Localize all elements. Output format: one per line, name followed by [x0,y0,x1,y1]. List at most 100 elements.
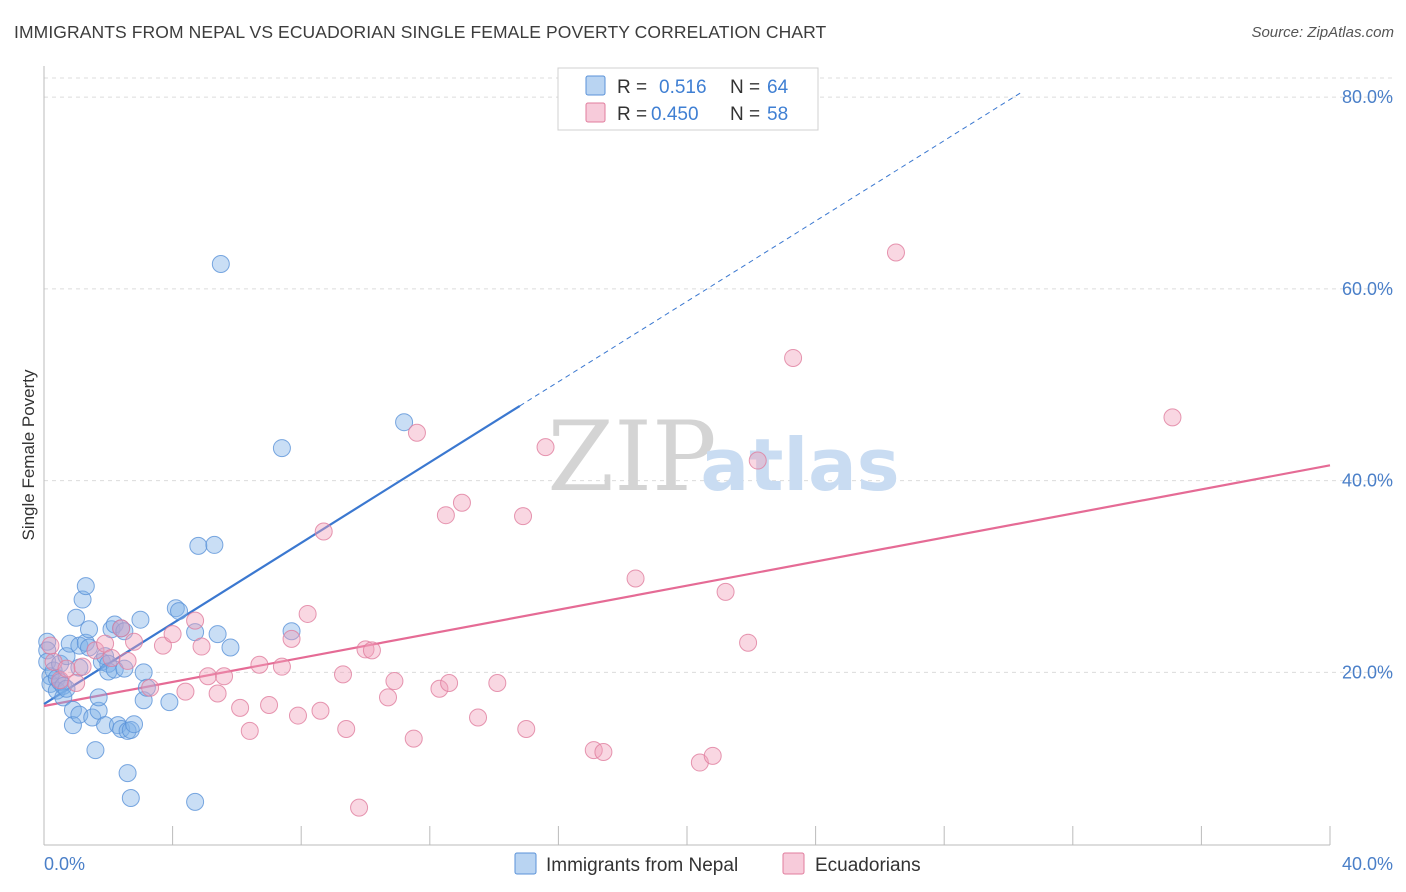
series-nepal [38,254,414,811]
data-point [153,636,172,655]
data-point [240,721,259,740]
y-tick-label: 80.0% [1342,87,1393,107]
trend-line-nepal [43,404,521,705]
data-point [379,688,398,707]
data-point [189,536,208,555]
legend-swatch-ecuadorians [585,102,606,123]
data-point [76,577,95,596]
data-point [112,619,131,638]
data-point [89,688,108,707]
data-point [121,720,140,739]
legend-swatch-nepal [585,75,606,96]
data-point [86,741,105,760]
data-point [73,657,92,676]
data-point [160,693,179,712]
data-point [337,719,356,738]
data-point [57,659,76,678]
data-point [63,716,82,735]
data-point [166,599,185,618]
data-point [288,706,307,725]
data-point [311,701,330,720]
data-point [221,638,240,657]
data-point [250,655,269,674]
data-point [163,625,182,644]
data-point [208,684,227,703]
trend-line-nepal-extension [519,91,1022,407]
data-point [436,506,455,525]
grid-lines [44,77,1392,673]
data-point [385,672,404,691]
data-point [407,423,426,442]
data-point [118,764,137,783]
data-point [1163,408,1182,427]
data-point [784,348,803,367]
data-point [67,608,86,627]
data-point [626,569,645,588]
data-point [517,719,536,738]
y-tick-label: 60.0% [1342,279,1393,299]
data-point [170,602,189,621]
data-point [282,622,301,641]
data-point [314,522,333,541]
watermark-zip: ZIP [547,401,716,513]
legend-r-label: R = [617,104,647,125]
data-point [469,708,488,727]
chart-title: IMMIGRANTS FROM NEPAL VS ECUADORIAN SING… [14,22,827,42]
data-point [260,696,279,715]
data-point [125,715,144,734]
x-tick-label: 40.0% [1342,854,1393,874]
data-point [739,633,758,652]
legend-label-ecuadorians: Ecuadorians [815,855,921,876]
data-point [594,743,613,762]
y-tick-label: 40.0% [1342,471,1393,491]
data-point [362,641,381,660]
series-ecuadorians [41,243,1182,817]
data-point [141,678,160,697]
data-point [118,651,137,670]
data-point [282,629,301,648]
data-point [395,413,414,432]
data-point [440,673,459,692]
data-point [80,620,99,639]
data-point [703,746,722,765]
data-point [333,665,352,684]
legend-n-value-ecuadorians: 58 [767,104,788,125]
data-point [134,663,153,682]
data-point [186,611,205,630]
legend-swatch-nepal-bottom [514,852,537,875]
data-point [121,789,140,808]
legend-n-label: N = [730,104,760,125]
data-point [102,649,121,668]
data-point [748,451,767,470]
legend-n-value-nepal: 64 [767,77,789,98]
y-tick-label: 20.0% [1342,662,1393,682]
data-point [430,679,449,698]
data-point [404,729,423,748]
legend-swatch-ecuadorians-bottom [782,852,805,875]
legend-top: R = 0.516 N = 64 R = 0.450 N = 58 [557,67,819,131]
source-note: Source: ZipAtlas.com [1251,24,1394,41]
data-point [105,660,124,679]
data-point [356,640,375,659]
data-point [488,673,507,692]
data-point [67,673,86,692]
legend-r-label: R = [617,77,647,98]
data-point [76,633,95,652]
trend-lines [43,91,1331,708]
data-point [41,636,60,655]
watermark-atlas: atlas [700,423,899,507]
data-point [215,667,234,686]
data-point [208,625,227,644]
data-point [125,632,144,651]
data-point [350,798,369,817]
data-point [73,590,92,609]
data-point [298,604,317,623]
data-point [86,641,105,660]
data-point [186,792,205,811]
x-tick-label: 0.0% [44,854,85,874]
legend-r-value-nepal: 0.516 [659,77,707,98]
axes [43,66,1331,846]
data-point [176,682,195,701]
data-point [886,243,905,262]
